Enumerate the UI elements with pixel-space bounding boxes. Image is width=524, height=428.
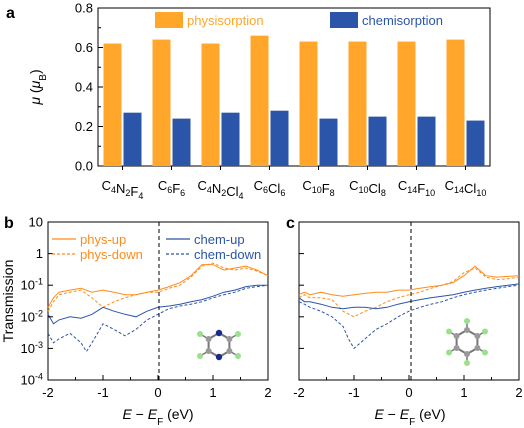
bar-chem-6 xyxy=(417,116,436,166)
y-tick-label-a-0: 0.0 xyxy=(75,159,93,174)
bar-chem-5 xyxy=(368,116,387,166)
x-axis-label-c: E − EF (eV) xyxy=(374,406,445,428)
series-phys-down-b xyxy=(47,262,269,312)
bar-phys-2 xyxy=(201,43,220,166)
bar-chart-panel-a: 0.0 0.2 0.4 0.6 0.8 C4N2F4 C6F6 C4N2Cl4 C6Cl6 C1… xyxy=(27,1,491,201)
y-tick-label-b-1: 10-3 xyxy=(21,340,43,356)
x-tick-label-c-1: -1 xyxy=(348,385,360,400)
x-axis-label-b: E − EF (eV) xyxy=(122,406,193,428)
series-phys-down-c xyxy=(298,267,520,318)
x-tick-label-c-3: 1 xyxy=(460,385,467,400)
y-tick-label-b-2: 10-2 xyxy=(21,308,43,324)
legend-label-phys: physisorption xyxy=(187,13,264,28)
x-tick-label-b-0: -2 xyxy=(42,385,54,400)
category-label-6: C14F10 xyxy=(398,178,435,198)
bar-chem-0 xyxy=(123,112,142,166)
bar-phys-5 xyxy=(348,41,367,167)
legend-swatch-chem xyxy=(330,12,358,28)
x-tick-label-b-4: 2 xyxy=(264,385,271,400)
series-chem-up-b xyxy=(47,284,268,325)
bar-chem-4 xyxy=(319,118,338,166)
line-chart-panel-c: -2 -1 0 1 2 E − EF (eV) xyxy=(293,221,523,428)
bar-chem-3 xyxy=(270,110,289,166)
y-label-close: ) xyxy=(27,69,43,74)
panel-label-a: a xyxy=(6,5,15,22)
bar-phys-0 xyxy=(103,43,122,166)
x-tick-label-b-3: 1 xyxy=(209,385,216,400)
bar-phys-1 xyxy=(152,39,171,166)
x-tick-label-b-1: -1 xyxy=(97,385,109,400)
legend-chem-down: chem-down xyxy=(194,247,261,262)
y-label-unit-sub: B xyxy=(38,74,49,81)
series-phys-up-c xyxy=(298,265,520,297)
molecule-inset-b xyxy=(197,329,241,361)
bar-chem-7 xyxy=(466,120,485,166)
x-tick-label-c-4: 2 xyxy=(515,385,522,400)
category-label-2: C4N2Cl4 xyxy=(197,178,243,201)
x-tick-label-c-2: 0 xyxy=(405,385,412,400)
series-chem-down-c xyxy=(298,284,520,350)
x-tick-label-b-2: 0 xyxy=(154,385,161,400)
y-axis-label-a: μ (μB) xyxy=(27,69,49,105)
x-tick-label-c-0: -2 xyxy=(293,385,305,400)
bar-phys-7 xyxy=(446,39,465,166)
y-label-mu: μ xyxy=(27,97,43,106)
legend-swatch-phys xyxy=(155,12,183,28)
category-label-0: C4N2F4 xyxy=(102,178,144,201)
molecule-inset-c xyxy=(446,318,488,366)
plot-frame-c xyxy=(298,221,520,381)
category-label-1: C6F6 xyxy=(158,178,185,198)
y-tick-label-b-4: 1 xyxy=(36,246,43,261)
bar-chem-1 xyxy=(172,118,191,166)
bar-phys-3 xyxy=(250,35,269,167)
y-tick-label-b-0: 10-4 xyxy=(21,372,43,388)
series-phys-up-b xyxy=(47,264,269,308)
category-label-5: C10Cl8 xyxy=(349,178,386,198)
category-label-3: C6Cl6 xyxy=(254,178,286,198)
y-label-open: ( xyxy=(27,88,43,97)
y-tick-label-a-3: 0.6 xyxy=(75,40,93,55)
y-axis-label-b: Transmission xyxy=(0,260,16,343)
bar-chem-2 xyxy=(221,112,240,166)
legend-phys-up: phys-up xyxy=(80,232,126,247)
legend-chem-up: chem-up xyxy=(194,232,245,247)
y-tick-label-a-2: 0.4 xyxy=(75,80,93,95)
y-label-unit: μ xyxy=(27,80,43,89)
category-label-4: C10F8 xyxy=(302,178,334,198)
bar-phys-6 xyxy=(397,41,416,167)
y-tick-label-b-3: 10-1 xyxy=(21,277,43,293)
y-tick-label-a-4: 0.8 xyxy=(75,1,93,16)
legend-label-chem: chemisorption xyxy=(362,13,443,28)
y-tick-label-a-1: 0.2 xyxy=(75,119,93,134)
legend-phys-down: phys-down xyxy=(80,247,143,262)
panel-label-b: b xyxy=(4,215,14,232)
y-tick-label-b-5: 10 xyxy=(29,215,43,230)
series-chem-down-b xyxy=(47,284,269,353)
category-label-7: C14Cl10 xyxy=(445,178,487,198)
series-chem-up-c xyxy=(298,283,520,310)
panel-label-c: c xyxy=(286,215,295,232)
bar-phys-4 xyxy=(299,41,318,167)
